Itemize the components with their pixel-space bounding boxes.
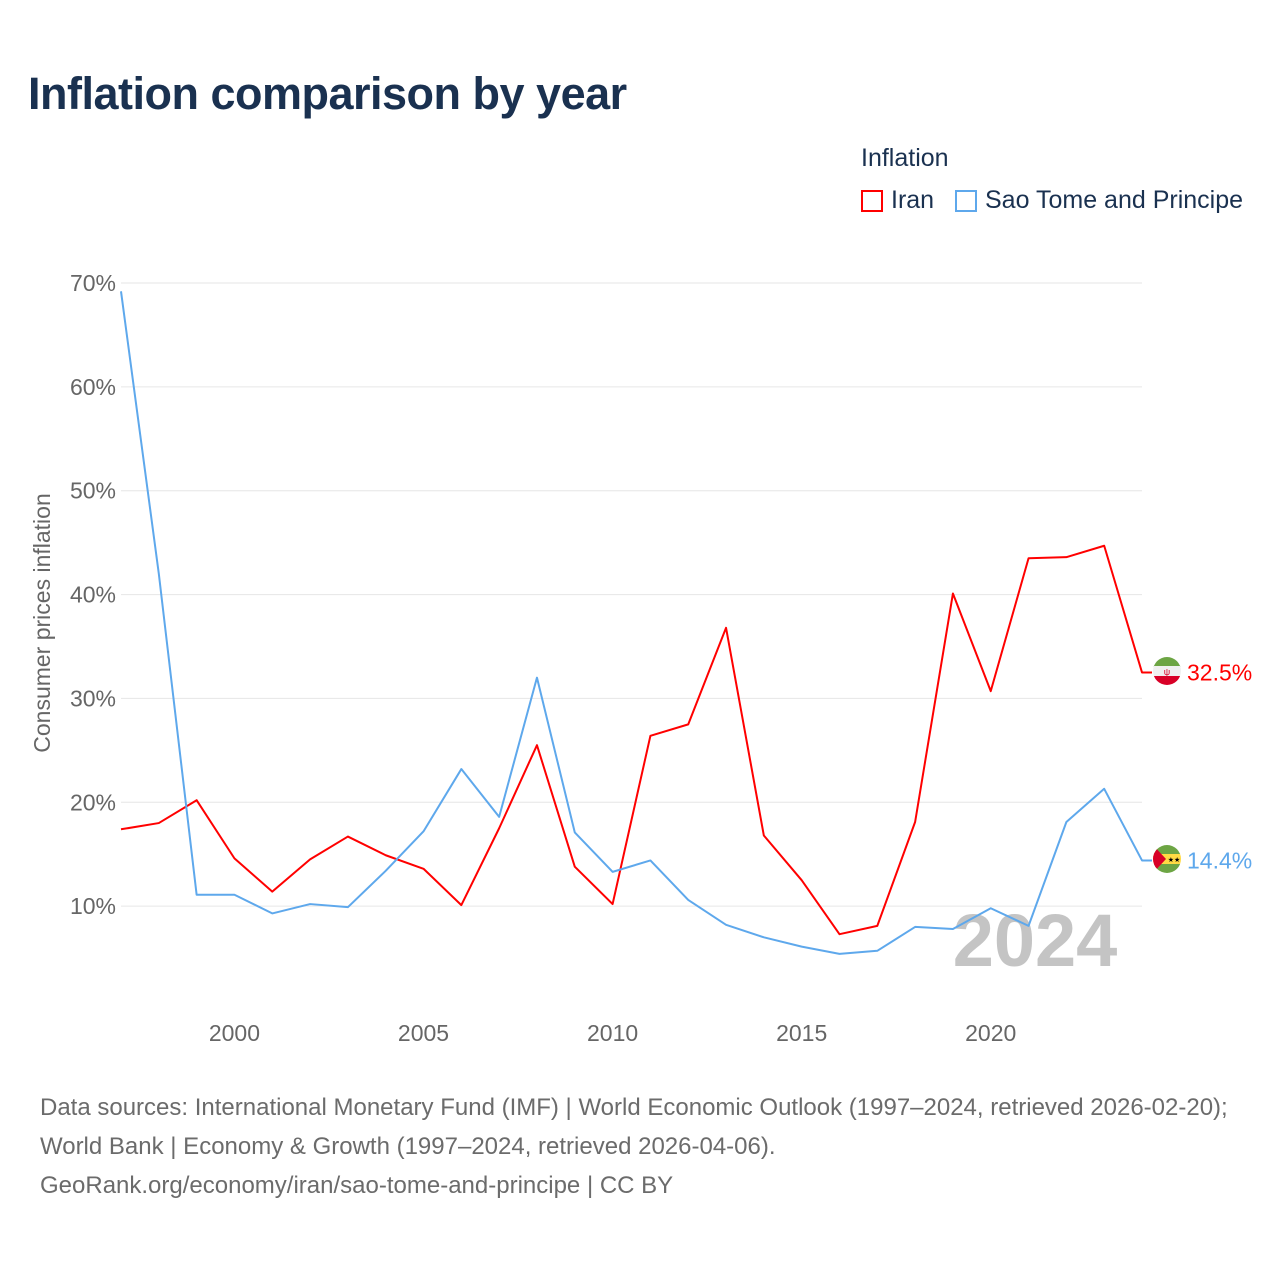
end-value-label: 32.5% <box>1187 659 1252 685</box>
footer: Data sources: International Monetary Fun… <box>40 1088 1250 1205</box>
year-watermark: 2024 <box>953 899 1118 982</box>
legend-title: Inflation <box>861 144 949 172</box>
x-tick-label: 2005 <box>398 1020 449 1046</box>
legend-item-sao-tome[interactable]: Sao Tome and Principe <box>955 186 1243 215</box>
x-tick-label: 2000 <box>209 1020 260 1046</box>
y-tick-label: 30% <box>70 685 116 711</box>
y-tick-label: 60% <box>70 374 116 400</box>
svg-text:ψ: ψ <box>1164 667 1170 677</box>
chart-title: Inflation comparison by year <box>28 68 627 119</box>
line-chart: 10% 20% 30% 40% 50% 60% 70% 2000 2005 2010 2015 202… <box>29 270 1252 1046</box>
iran-flag-icon: ψ <box>1153 657 1181 685</box>
legend-item-iran[interactable]: Iran <box>861 186 934 215</box>
legend-label-sao-tome: Sao Tome and Principe <box>985 186 1244 214</box>
y-tick-label: 40% <box>70 582 116 608</box>
y-tick-label: 20% <box>70 789 116 815</box>
data-sources: Data sources: International Monetary Fun… <box>40 1094 1228 1160</box>
y-axis-label: Consumer prices inflation <box>29 493 55 753</box>
legend-label-iran: Iran <box>891 186 935 214</box>
svg-text:★★: ★★ <box>1168 856 1181 864</box>
source-link[interactable]: GeoRank.org/economy/iran/sao-tome-and-pr… <box>40 1172 674 1199</box>
series-line-sao-tome-and-principe <box>120 291 1152 955</box>
y-tick-label: 50% <box>70 478 116 504</box>
y-tick-label: 10% <box>70 893 116 919</box>
legend-swatch-sao-tome <box>955 189 977 212</box>
end-value-label: 14.4% <box>1187 847 1252 873</box>
y-tick-label: 70% <box>70 270 116 296</box>
x-tick-label: 2010 <box>587 1020 638 1046</box>
x-tick-label: 2020 <box>965 1020 1016 1046</box>
series-line-iran <box>120 544 1152 936</box>
legend-swatch-iran <box>861 189 883 212</box>
x-tick-label: 2015 <box>776 1020 827 1046</box>
sao-tome-flag-icon: ★★ <box>1153 845 1181 873</box>
